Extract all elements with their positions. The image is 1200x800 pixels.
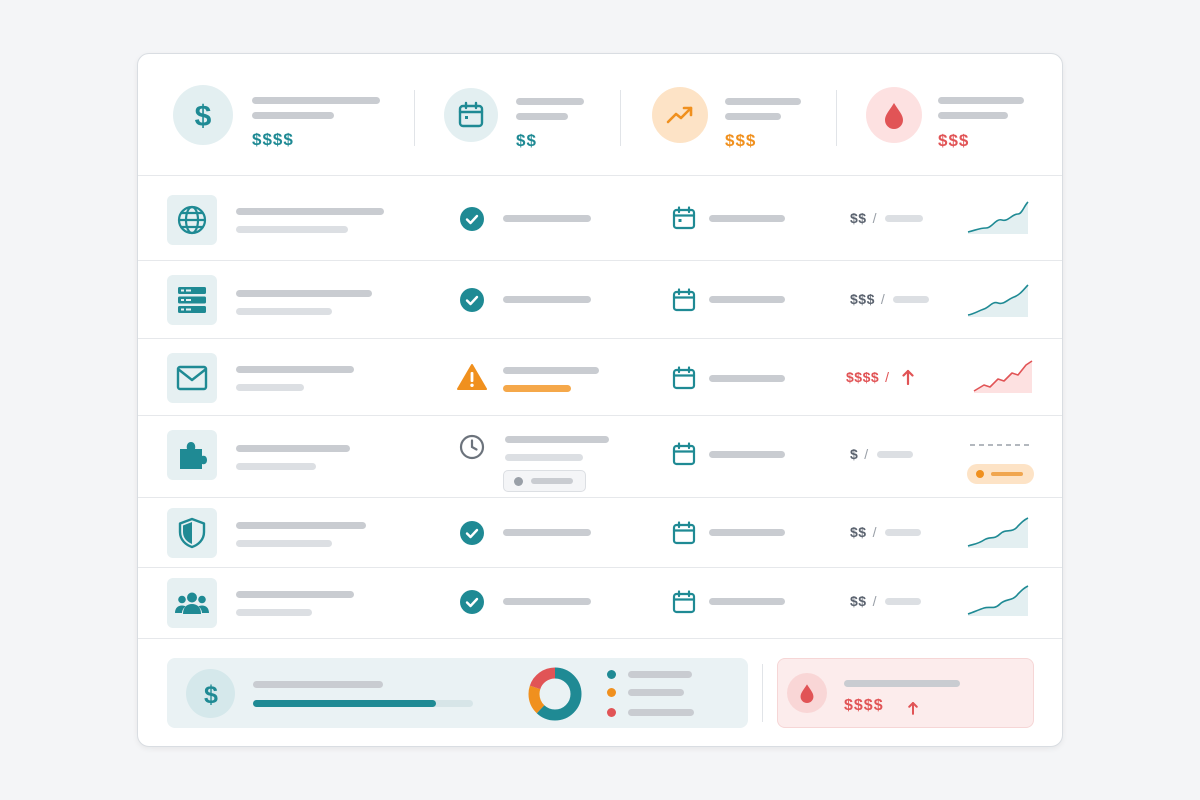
donut-segment-2[interactable] bbox=[528, 667, 582, 721]
cost-level: $ / bbox=[850, 446, 913, 462]
legend-dot-teal bbox=[607, 670, 616, 679]
check-circle-icon bbox=[460, 521, 484, 545]
shield-icon bbox=[167, 508, 217, 558]
table-row[interactable]: $$ / bbox=[138, 498, 1062, 568]
check-circle-icon bbox=[460, 590, 484, 614]
trend-sparkline bbox=[967, 585, 1029, 616]
check-circle-icon bbox=[460, 207, 484, 231]
legend-dot-red bbox=[607, 708, 616, 717]
server-icon bbox=[167, 275, 217, 325]
trend-sparkline-spike bbox=[973, 360, 1033, 393]
table-row[interactable]: $ / bbox=[138, 416, 1062, 498]
cost-dashboard-card: $ $$$$ $$ bbox=[137, 53, 1063, 747]
svg-text:$: $ bbox=[195, 100, 212, 133]
calendar-icon bbox=[672, 366, 696, 390]
budget-progress-bar bbox=[253, 700, 473, 707]
clock-icon bbox=[459, 434, 485, 460]
trend-sparkline bbox=[967, 201, 1029, 234]
trend-sparkline bbox=[967, 517, 1029, 548]
cost-level: $$$$ / bbox=[846, 369, 914, 385]
calendar-icon bbox=[444, 88, 498, 142]
check-circle-icon bbox=[460, 288, 484, 312]
summary-value: $$$$ bbox=[252, 130, 294, 149]
calendar-icon bbox=[672, 521, 696, 545]
summary-value: $$$ bbox=[938, 131, 970, 150]
trend-flat-line bbox=[970, 444, 1032, 446]
alert-value: $$$$ bbox=[844, 697, 884, 714]
arrow-up-icon bbox=[901, 369, 914, 385]
cost-level: $$ / bbox=[850, 210, 923, 226]
legend-dot-orange bbox=[607, 688, 616, 697]
calendar-icon bbox=[672, 206, 696, 230]
warning-icon bbox=[457, 364, 487, 390]
globe-icon bbox=[167, 195, 217, 245]
summary-value: $$$ bbox=[725, 131, 757, 150]
table-row[interactable]: $$ / bbox=[138, 568, 1062, 639]
summary-total-cost[interactable]: $ $$$$ bbox=[138, 54, 414, 176]
summary-schedule-cost[interactable]: $$ bbox=[415, 54, 620, 176]
cost-breakdown-donut[interactable] bbox=[527, 666, 583, 722]
calendar-icon bbox=[672, 590, 696, 614]
mail-icon bbox=[167, 353, 217, 403]
users-icon bbox=[167, 578, 217, 628]
trend-sparkline bbox=[967, 284, 1029, 317]
summary-strip: $ $$$$ $$ bbox=[138, 54, 1062, 176]
calendar-icon bbox=[672, 442, 696, 466]
table-row[interactable]: $$ / bbox=[138, 176, 1062, 261]
svg-text:$: $ bbox=[204, 681, 218, 708]
summary-overspend-cost[interactable]: $$$ bbox=[837, 54, 1062, 176]
dollar-icon: $ bbox=[186, 669, 235, 718]
table-row[interactable]: $$$$ / bbox=[138, 339, 1062, 416]
dollar-icon: $ bbox=[173, 85, 233, 145]
arrow-up-icon bbox=[908, 702, 918, 715]
summary-growth-cost[interactable]: $$$ bbox=[621, 54, 836, 176]
budget-progress-fill bbox=[253, 700, 436, 707]
overspend-alert-panel[interactable]: $$$$ bbox=[777, 658, 1034, 728]
cost-level: $$ / bbox=[850, 593, 921, 609]
pending-chip[interactable] bbox=[503, 470, 586, 492]
summary-value: $$ bbox=[516, 131, 537, 150]
drop-icon bbox=[787, 673, 827, 713]
drop-icon bbox=[866, 87, 922, 143]
table-row[interactable]: $$$ / bbox=[138, 261, 1062, 339]
trending-up-icon bbox=[652, 87, 708, 143]
cost-level: $$ / bbox=[850, 524, 921, 540]
budget-summary-panel[interactable]: $ bbox=[167, 658, 748, 728]
puzzle-icon bbox=[167, 430, 217, 480]
cost-level: $$$ / bbox=[850, 291, 930, 307]
trend-pending-chip bbox=[967, 464, 1034, 484]
donut-segment-1[interactable] bbox=[528, 667, 582, 721]
calendar-icon bbox=[672, 288, 696, 312]
